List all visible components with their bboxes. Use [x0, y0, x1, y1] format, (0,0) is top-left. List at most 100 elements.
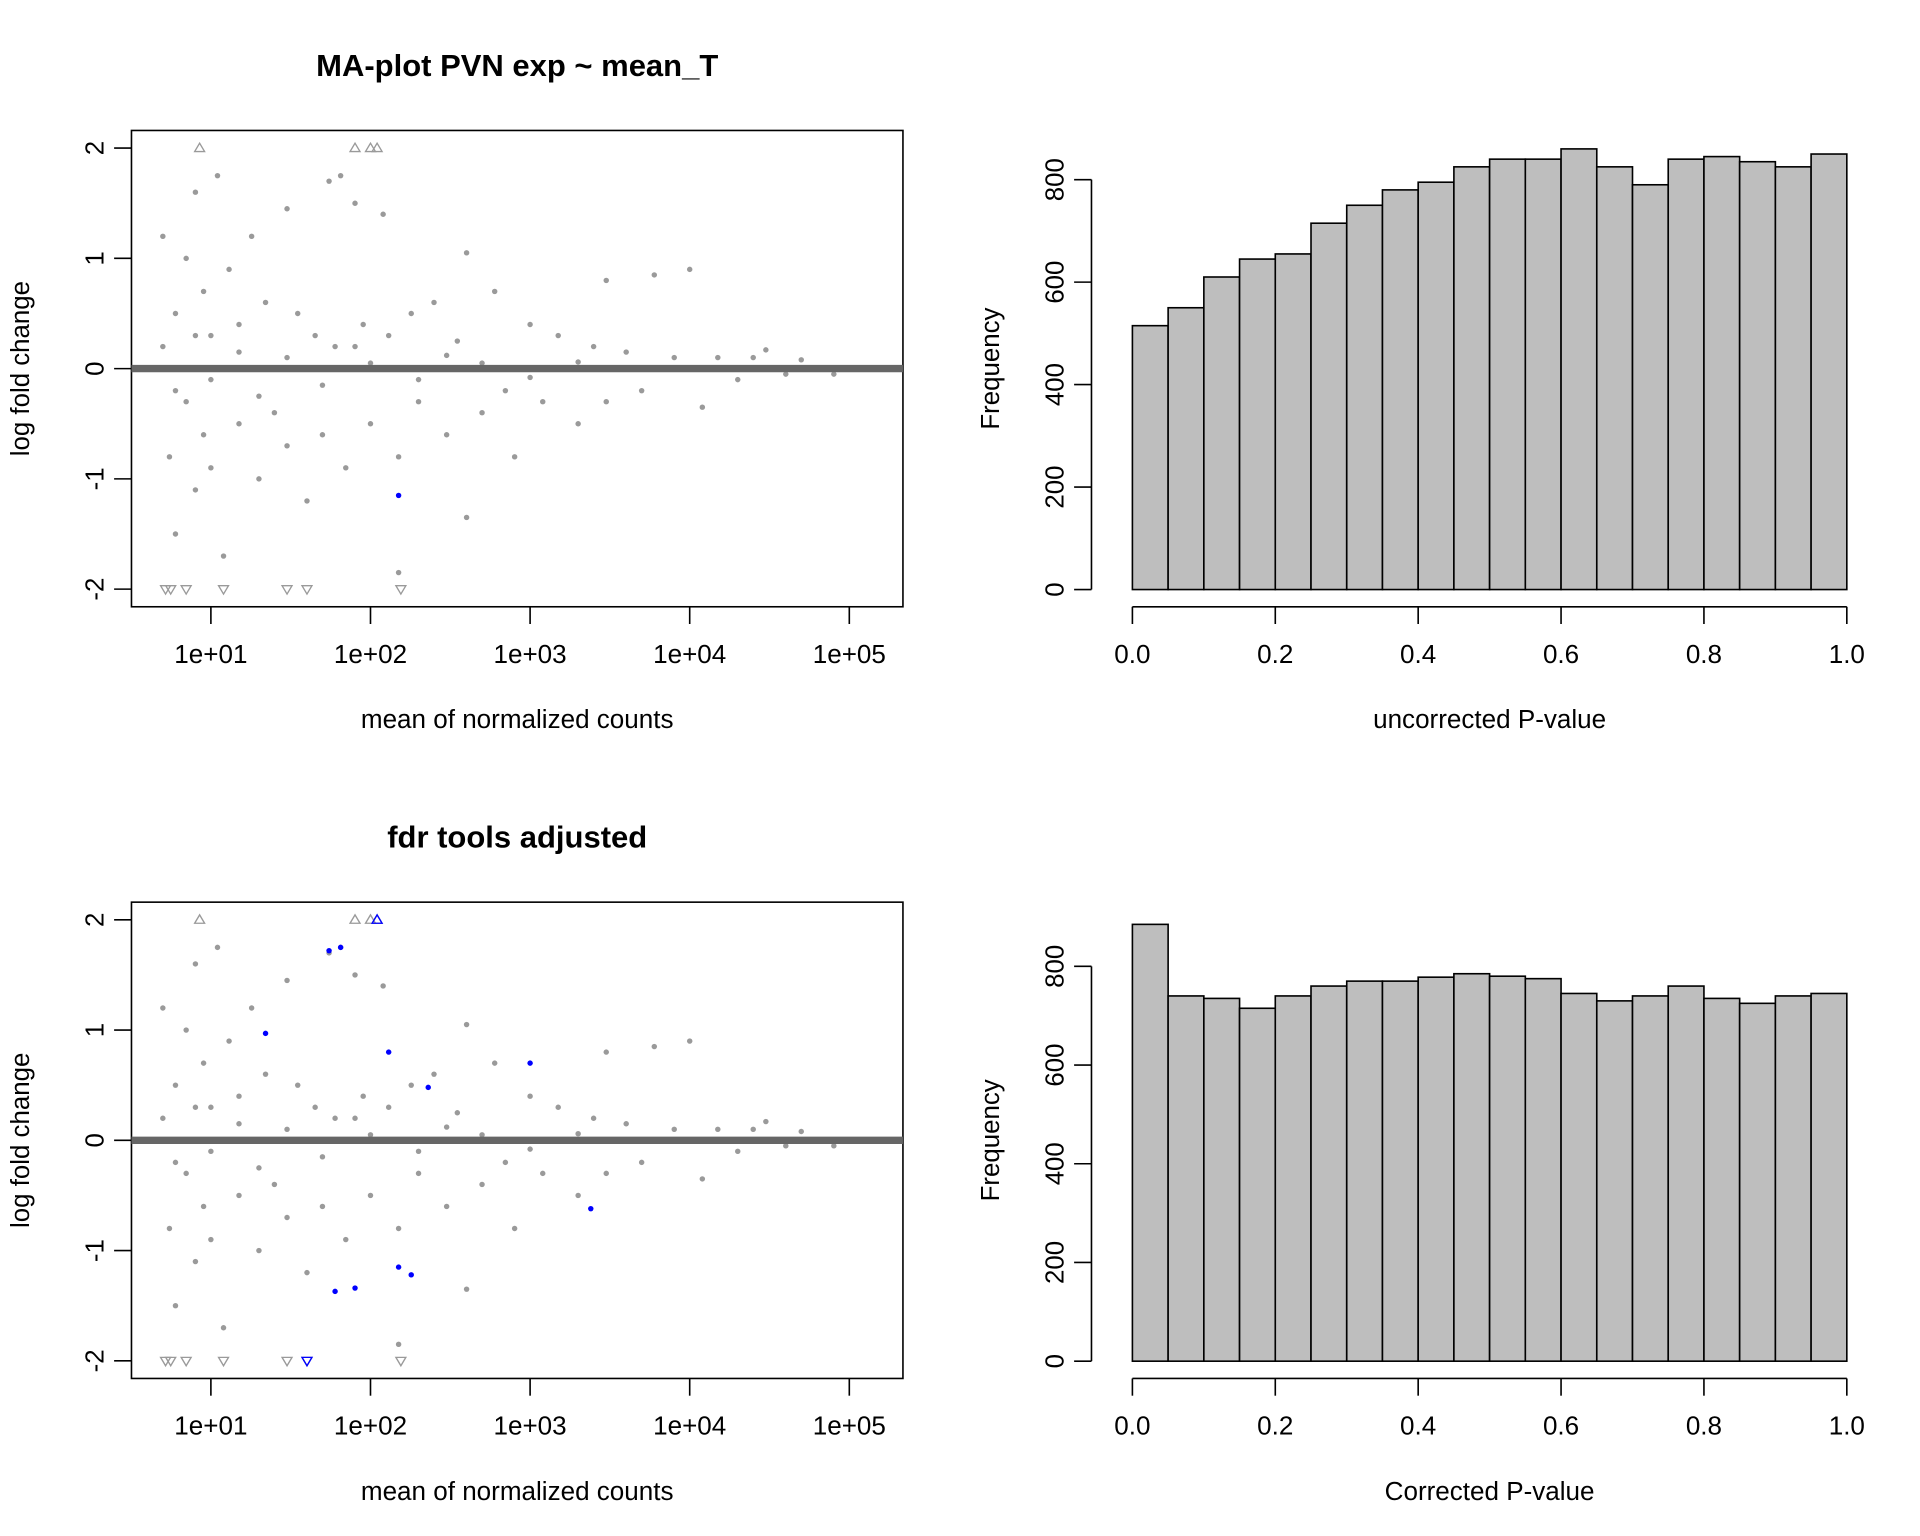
histogram-bar [1524, 158, 1562, 591]
data-point [214, 172, 221, 179]
data-point [463, 514, 470, 521]
data-point [220, 553, 227, 559]
data-point [415, 398, 422, 405]
data-point [192, 1258, 199, 1265]
data-point [332, 1115, 338, 1121]
data-point [783, 371, 789, 377]
histogram-bar [1131, 923, 1169, 1362]
data-point [208, 332, 214, 339]
clipped-point [364, 913, 377, 924]
histogram-bar [1631, 995, 1670, 1362]
data-point [715, 354, 721, 361]
data-point [763, 347, 769, 353]
histogram-bar [1810, 153, 1848, 591]
clipped-point [217, 1356, 230, 1368]
data-point [192, 961, 199, 967]
x-axis-label: Corrected P-value [1385, 1478, 1595, 1506]
data-point [479, 1132, 485, 1138]
data-point [256, 476, 262, 482]
clipped-point [180, 585, 193, 596]
x-tick-label: 1e+03 [494, 1413, 567, 1441]
data-point [431, 1071, 437, 1077]
x-tick-label: 0.0 [1114, 1413, 1150, 1441]
data-point [408, 310, 414, 317]
data-point [192, 189, 199, 195]
data-point [395, 569, 402, 576]
x-tick-label: 1e+04 [653, 1413, 726, 1441]
data-point [575, 1130, 581, 1137]
data-point [214, 944, 221, 951]
data-point [555, 1104, 561, 1110]
data-point [380, 983, 386, 989]
data-point [479, 410, 485, 416]
data-point [172, 1159, 179, 1166]
data-point [183, 1027, 189, 1033]
clipped-point [394, 585, 408, 596]
data-point [415, 1170, 422, 1177]
data-point [256, 1247, 262, 1254]
data-point [262, 1030, 269, 1037]
data-point [166, 1225, 173, 1232]
histogram-bar [1417, 181, 1455, 591]
data-point [671, 354, 677, 361]
data-point [319, 1154, 326, 1160]
data-point [415, 1148, 422, 1155]
data-point [226, 266, 232, 273]
data-point [172, 531, 179, 537]
y-tick-label: -1 [82, 467, 110, 490]
histogram-bar [1488, 158, 1527, 591]
data-point [463, 1021, 470, 1028]
clipped-point [348, 141, 362, 153]
data-point [527, 1093, 533, 1099]
histogram-bar [1238, 1007, 1277, 1362]
data-point [192, 487, 199, 493]
x-tick-label: 1e+03 [494, 641, 567, 669]
data-point [236, 349, 242, 355]
chart-title: MA-plot PVN exp ~ mean_T [316, 48, 718, 83]
data-point [360, 321, 366, 328]
histogram-bar [1774, 166, 1812, 591]
data-point [735, 376, 741, 383]
data-point [575, 421, 581, 427]
x-tick-label: 1e+05 [813, 1413, 886, 1441]
x-tick-label: 1e+02 [334, 1413, 407, 1441]
y-tick-label: 400 [1042, 363, 1070, 406]
data-point [479, 1181, 485, 1188]
data-point [431, 299, 437, 306]
x-tick-label: 0.4 [1400, 1413, 1436, 1441]
histogram-bar [1238, 258, 1277, 591]
y-axis-label: log fold change [7, 281, 35, 456]
histogram-bar [1131, 324, 1169, 591]
clipped-point [300, 585, 314, 596]
data-point [284, 977, 290, 984]
y-tick-label: 0 [1042, 582, 1070, 596]
histogram-bar [1631, 183, 1670, 591]
y-tick-label: 0 [1042, 1354, 1070, 1368]
data-point [638, 387, 645, 394]
data-point [337, 944, 344, 951]
data-point [271, 410, 278, 416]
histogram-bar [1274, 253, 1312, 591]
data-point [395, 1225, 402, 1232]
histogram-bar [1595, 1000, 1634, 1362]
histogram-bar [1310, 222, 1348, 591]
data-point [236, 321, 242, 328]
data-point [236, 1192, 242, 1199]
y-tick-label: 0 [82, 1133, 110, 1147]
histogram-bar [1167, 995, 1205, 1362]
data-point [699, 1176, 706, 1182]
histogram-bar [1417, 976, 1455, 1362]
data-point [686, 266, 693, 273]
data-point [623, 349, 629, 355]
data-point [208, 376, 214, 383]
data-point [172, 1082, 179, 1088]
x-tick-label: 0.6 [1543, 1413, 1579, 1441]
histogram-bar [1667, 985, 1705, 1362]
data-point [294, 1082, 301, 1088]
x-tick-label: 0.8 [1686, 641, 1722, 669]
data-point [603, 1170, 609, 1177]
clipped-point [370, 913, 384, 924]
data-point [588, 1205, 594, 1212]
data-point [463, 250, 470, 256]
clipped-point [193, 913, 206, 924]
